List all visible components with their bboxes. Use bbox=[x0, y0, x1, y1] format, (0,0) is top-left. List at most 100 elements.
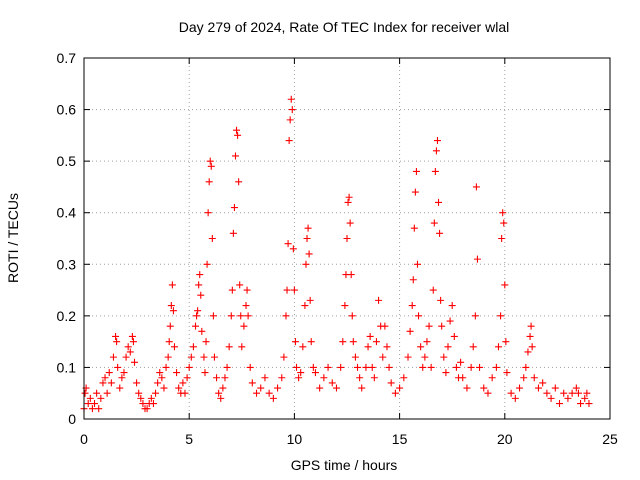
data-point bbox=[406, 327, 414, 335]
data-point bbox=[288, 106, 296, 114]
y-tick-label: 0.6 bbox=[57, 102, 77, 118]
data-point bbox=[183, 374, 191, 382]
data-point bbox=[387, 379, 395, 387]
data-point bbox=[291, 338, 299, 346]
data-point bbox=[170, 343, 178, 351]
data-point bbox=[500, 219, 508, 227]
data-point bbox=[253, 389, 261, 397]
data-point bbox=[423, 338, 431, 346]
data-point bbox=[368, 363, 376, 371]
data-point bbox=[195, 281, 203, 289]
data-point bbox=[339, 338, 347, 346]
data-point bbox=[417, 343, 425, 351]
data-point bbox=[346, 219, 354, 227]
axis-ticks: 0 5 10 15 20 25 0 0.1 0.2 0.3 0.4 0.5 0.6 0.7 bbox=[57, 50, 618, 447]
data-point bbox=[231, 152, 239, 160]
data-point bbox=[457, 358, 465, 366]
y-tick-label: 0.4 bbox=[57, 205, 77, 221]
y-tick-label: 0 bbox=[68, 411, 76, 427]
data-point bbox=[498, 235, 506, 242]
data-point bbox=[278, 374, 286, 382]
data-point bbox=[101, 374, 109, 382]
data-point bbox=[372, 338, 380, 346]
data-point bbox=[332, 384, 340, 392]
data-point bbox=[444, 343, 452, 351]
data-point bbox=[118, 374, 126, 382]
data-point bbox=[230, 204, 238, 212]
data-point bbox=[293, 363, 301, 371]
data-point bbox=[206, 157, 214, 165]
data-point bbox=[410, 224, 418, 232]
data-point bbox=[379, 353, 387, 361]
data-point bbox=[200, 353, 208, 361]
data-point bbox=[246, 363, 254, 371]
data-point bbox=[95, 405, 103, 413]
y-tick-label: 0.3 bbox=[57, 256, 77, 272]
data-point bbox=[81, 389, 89, 397]
data-point bbox=[366, 332, 374, 340]
data-point bbox=[412, 167, 420, 175]
y-axis-label: ROTI / TECUs bbox=[5, 193, 21, 283]
data-point bbox=[229, 229, 237, 237]
data-point bbox=[185, 363, 193, 371]
x-tick-label: 0 bbox=[80, 431, 88, 447]
data-point bbox=[283, 286, 291, 294]
data-point bbox=[362, 363, 370, 371]
data-point bbox=[175, 384, 183, 392]
data-point bbox=[452, 363, 460, 371]
data-point bbox=[438, 322, 446, 330]
data-point bbox=[409, 276, 417, 284]
data-point bbox=[204, 209, 212, 217]
data-point bbox=[494, 343, 502, 351]
data-point bbox=[433, 137, 441, 145]
data-point bbox=[385, 363, 393, 371]
data-point bbox=[257, 384, 265, 392]
data-point bbox=[469, 343, 477, 351]
data-point bbox=[225, 343, 233, 351]
data-point bbox=[425, 322, 433, 330]
data-point bbox=[564, 394, 572, 402]
data-point bbox=[86, 394, 94, 402]
data-point bbox=[419, 363, 427, 371]
y-tick-label: 0.5 bbox=[57, 153, 77, 169]
data-point bbox=[381, 322, 389, 330]
data-point bbox=[501, 281, 509, 289]
data-point bbox=[432, 147, 440, 155]
data-point bbox=[213, 374, 221, 382]
data-point bbox=[543, 389, 551, 397]
data-point bbox=[463, 384, 471, 392]
data-point bbox=[197, 291, 205, 299]
data-point bbox=[316, 384, 324, 392]
data-point bbox=[219, 384, 227, 392]
data-point bbox=[93, 389, 101, 397]
data-point bbox=[116, 384, 124, 392]
data-point bbox=[450, 332, 458, 340]
data-point bbox=[302, 260, 310, 268]
data-point bbox=[437, 296, 445, 304]
data-point bbox=[534, 384, 542, 392]
data-point bbox=[242, 302, 250, 310]
data-point bbox=[551, 384, 559, 392]
data-point bbox=[295, 374, 303, 382]
data-point bbox=[436, 229, 444, 237]
y-tick-label: 0.7 bbox=[57, 50, 77, 66]
data-point bbox=[511, 394, 519, 402]
y-tick-label: 0.2 bbox=[57, 308, 77, 324]
data-point bbox=[572, 384, 580, 392]
data-point bbox=[129, 338, 137, 346]
x-tick-label: 5 bbox=[185, 431, 193, 447]
data-point bbox=[269, 394, 277, 402]
data-point bbox=[396, 384, 404, 392]
data-point bbox=[492, 363, 500, 371]
data-point bbox=[139, 400, 147, 408]
data-point bbox=[103, 389, 111, 397]
data-point bbox=[265, 389, 273, 397]
data-point bbox=[560, 389, 568, 397]
data-point bbox=[147, 394, 155, 402]
data-point bbox=[349, 338, 357, 346]
data-point bbox=[431, 167, 439, 175]
data-point bbox=[235, 178, 243, 186]
data-point bbox=[133, 379, 141, 387]
data-point bbox=[530, 374, 538, 382]
data-point bbox=[88, 405, 96, 413]
